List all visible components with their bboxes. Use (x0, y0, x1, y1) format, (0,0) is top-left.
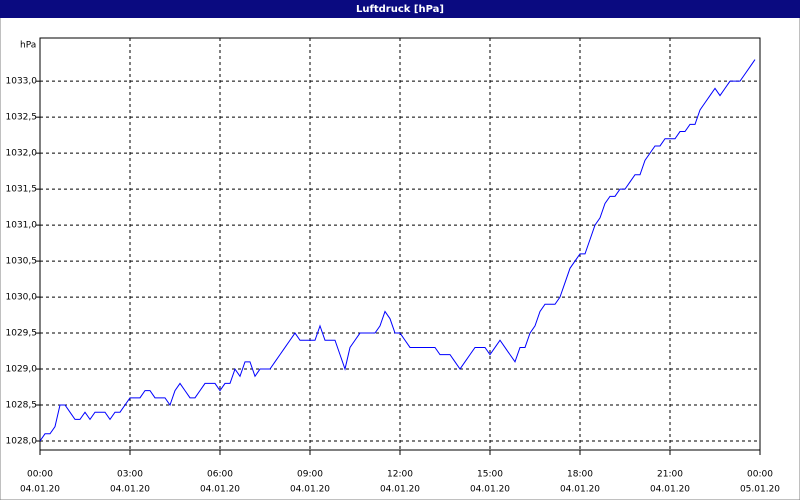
x-tick-label: 18:00 (567, 470, 593, 480)
x-tick-date: 04.01.20 (560, 485, 600, 495)
y-tick-label: 1029,0 (6, 365, 38, 375)
x-tick-label: 12:00 (387, 470, 413, 480)
x-tick-date: 04.01.20 (110, 485, 150, 495)
y-tick-label: 1029,5 (6, 329, 38, 339)
y-tick-label: 1032,5 (6, 113, 38, 123)
x-tick-date: 04.01.20 (290, 485, 330, 495)
title-bar (0, 0, 800, 18)
chart-title: Luftdruck [hPa] (356, 4, 444, 15)
x-tick-date: 04.01.20 (200, 485, 240, 495)
x-tick-label: 03:00 (117, 470, 143, 480)
x-tick-label: 15:00 (477, 470, 503, 480)
y-tick-label: 1031,0 (6, 221, 38, 231)
y-tick-label: 1028,0 (6, 437, 38, 447)
y-tick-label: 1030,0 (6, 293, 38, 303)
x-tick-date: 04.01.20 (20, 485, 60, 495)
y-tick-label: 1030,5 (6, 257, 38, 267)
x-tick-date: 04.01.20 (650, 485, 690, 495)
x-tick-label: 00:00 (747, 470, 773, 480)
x-tick-date: 05.01.20 (740, 485, 780, 495)
y-tick-label: 1033,0 (6, 77, 38, 87)
y-unit: hPa (20, 41, 36, 51)
x-tick-date: 04.01.20 (470, 485, 510, 495)
x-tick-date: 04.01.20 (380, 485, 420, 495)
series-line (39, 59, 756, 442)
y-tick-label: 1032,0 (6, 149, 38, 159)
x-tick-label: 06:00 (207, 470, 233, 480)
y-tick-label: 1028,5 (6, 401, 38, 411)
x-tick-label: 09:00 (297, 470, 323, 480)
x-tick-label: 00:00 (27, 470, 53, 480)
x-tick-label: 21:00 (657, 470, 683, 480)
y-tick-label: 1031,5 (6, 185, 38, 195)
